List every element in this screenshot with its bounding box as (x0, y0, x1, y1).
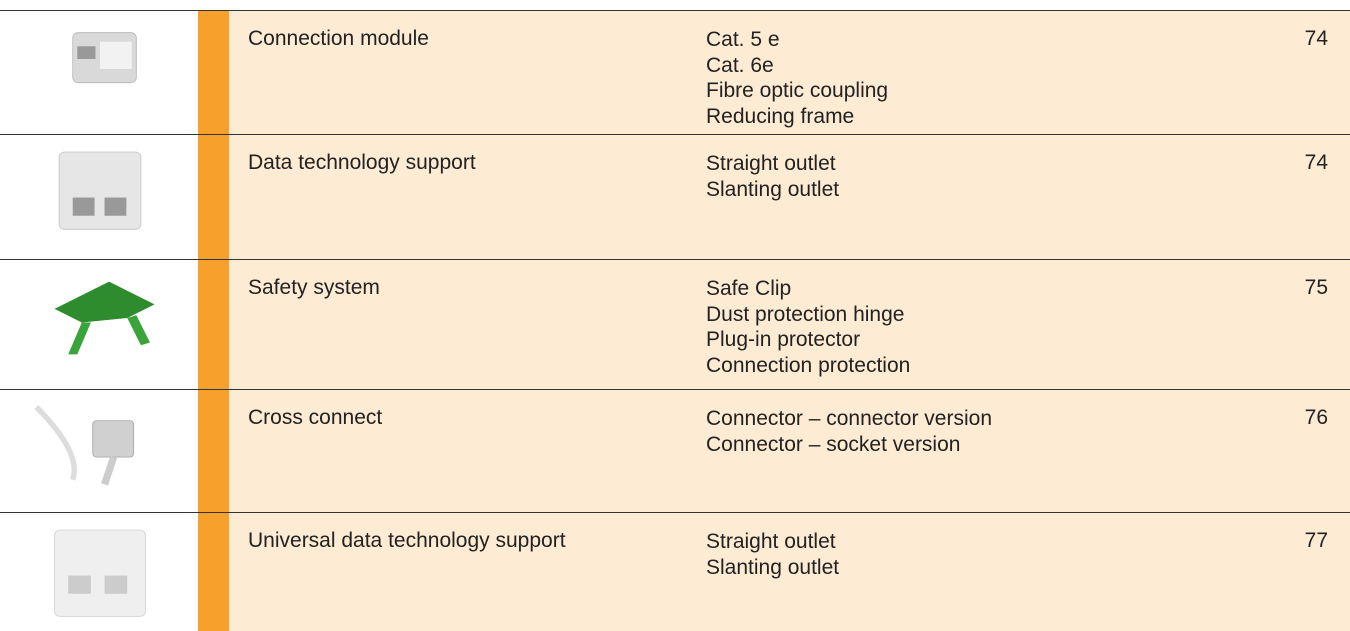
accent-bar (198, 11, 229, 134)
table-row: Data technology support Straight outlet Sl… (0, 134, 1350, 259)
item: Plug-in protector (706, 328, 861, 351)
row-band (229, 513, 1350, 631)
row-band (229, 260, 1350, 389)
item: Cat. 5 e (706, 28, 780, 51)
product-items: Straight outlet Slanting outlet (706, 529, 839, 580)
row-band (229, 390, 1350, 512)
item: Safe Clip (706, 277, 792, 300)
table-row: Universal data technology support Straigh… (0, 512, 1350, 631)
item: Straight outlet (706, 530, 836, 553)
accent-bar (198, 390, 229, 512)
item: Connection protection (706, 353, 911, 377)
item: Slanting outlet (706, 177, 840, 201)
product-image (20, 521, 180, 621)
table-row: Safety system Safe Clip Dust protection hi… (0, 259, 1350, 389)
table-row: Connection module Cat. 5 e Cat. 6e Fibre op… (0, 10, 1350, 134)
product-name: Safety system (248, 276, 380, 299)
page-number: 77 (1304, 529, 1328, 552)
page-number: 74 (1304, 151, 1328, 174)
product-items: Straight outlet Slanting outlet (706, 151, 839, 202)
item: Fibre optic coupling (706, 79, 889, 102)
item: Dust protection hinge (706, 302, 905, 326)
accent-bar (198, 260, 229, 389)
product-items: Safe Clip Dust protection hinge Plug-in pr… (706, 276, 910, 378)
product-image (20, 19, 180, 119)
page-number: 74 (1304, 27, 1328, 50)
item: Straight outlet (706, 152, 836, 175)
product-image (20, 143, 180, 243)
product-name: Cross connect (248, 406, 383, 429)
product-items: Cat. 5 e Cat. 6e Fibre optic coupling Reduc… (706, 27, 888, 129)
page-number: 75 (1304, 276, 1328, 299)
row-band (229, 11, 1350, 134)
product-name: Connection module (248, 27, 429, 50)
product-image (20, 268, 180, 368)
item: Cat. 6e (706, 53, 774, 77)
table-row: Cross connect Connector – connector versi… (0, 389, 1350, 512)
item: Reducing frame (706, 104, 855, 128)
row-band (229, 135, 1350, 259)
product-items: Connector – connector version Connector –… (706, 406, 992, 457)
product-name: Universal data technology support (248, 529, 566, 552)
page-number: 76 (1304, 406, 1328, 429)
product-image (20, 398, 180, 498)
item: Connector – socket version (706, 432, 961, 456)
accent-bar (198, 513, 229, 631)
product-name: Data technology support (248, 151, 476, 174)
item: Connector – connector version (706, 407, 992, 430)
item: Slanting outlet (706, 555, 840, 579)
accent-bar (198, 135, 229, 259)
